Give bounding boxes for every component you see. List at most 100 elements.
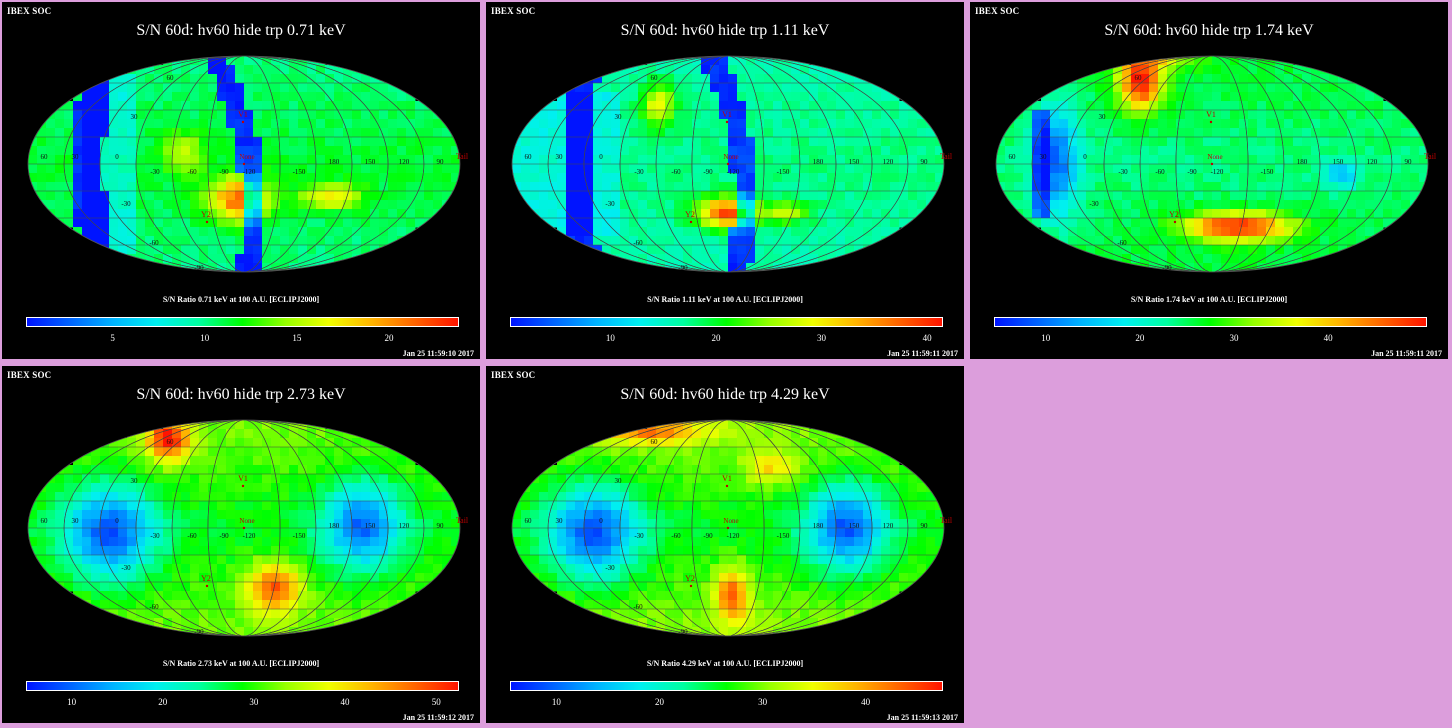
heatmap-cell: [190, 501, 200, 511]
heatmap-cell: [1257, 155, 1267, 165]
heatmap-cell: [728, 564, 738, 574]
panel-header-label: IBEX SOC: [7, 6, 52, 16]
heatmap-cell: [64, 510, 74, 520]
heatmap-cell: [136, 83, 146, 93]
heatmap-cell: [244, 465, 254, 475]
heatmap-cell: [674, 591, 684, 601]
heatmap-cell: [1194, 209, 1204, 219]
heatmap-cell: [737, 83, 747, 93]
heatmap-cell: [782, 56, 792, 66]
heatmap-cell: [298, 65, 308, 75]
heatmap-cell: [584, 182, 594, 192]
heatmap-cell: [818, 564, 828, 574]
heatmap-cell: [836, 438, 846, 448]
heatmap-cell: [163, 119, 173, 129]
heatmap-cell: [82, 155, 92, 165]
panel-header-label: IBEX SOC: [491, 370, 536, 380]
heatmap-cell: [521, 519, 531, 529]
heatmap-cell: [746, 56, 756, 66]
heatmap-cell: [235, 564, 245, 574]
heatmap-cell: [334, 438, 344, 448]
heatmap-cell: [442, 128, 452, 138]
heatmap-cell: [800, 537, 810, 547]
heatmap-cell: [1185, 101, 1195, 111]
heatmap-cell: [433, 573, 443, 583]
heatmap-cell: [611, 164, 621, 174]
heatmap-cell: [818, 245, 828, 255]
heatmap-cell: [352, 519, 362, 529]
heatmap-cell: [163, 182, 173, 192]
heatmap-cell: [154, 447, 164, 457]
heatmap-cell: [217, 537, 227, 547]
heatmap-cell: [575, 92, 585, 102]
heatmap-cell: [782, 236, 792, 246]
heatmap-cell: [199, 191, 209, 201]
heatmap-cell: [1293, 110, 1303, 120]
heatmap-cell: [190, 218, 200, 228]
heatmap-cell: [325, 510, 335, 520]
heatmap-cell: [1257, 236, 1267, 246]
heatmap-cell: [836, 510, 846, 520]
heatmap-cell: [1320, 218, 1330, 228]
heatmap-cell: [199, 582, 209, 592]
heatmap-cell: [1176, 200, 1186, 210]
heatmap-cell: [1194, 245, 1204, 255]
heatmap-cell: [1212, 101, 1222, 111]
heatmap-cell: [629, 146, 639, 156]
heatmap-cell: [1311, 83, 1321, 93]
heatmap-cell: [253, 65, 263, 75]
heatmap-cell: [217, 420, 227, 430]
heatmap-cell: [773, 564, 783, 574]
panel-title: S/N 60d: hv60 hide trp 1.74 keV: [1104, 22, 1314, 39]
heatmap-cell: [181, 182, 191, 192]
heatmap-cell: [728, 474, 738, 484]
heatmap-cell: [109, 483, 119, 493]
heatmap-cell: [145, 465, 155, 475]
heatmap-cell: [1023, 146, 1033, 156]
heatmap-cell: [656, 209, 666, 219]
heatmap-cell: [280, 110, 290, 120]
heatmap-cell: [557, 528, 567, 538]
heatmap-cell: [1113, 92, 1123, 102]
heatmap-cell: [271, 200, 281, 210]
heatmap-cell: [370, 564, 380, 574]
heatmap-cell: [307, 173, 317, 183]
heatmap-cell: [548, 101, 558, 111]
heatmap-cell: [424, 209, 434, 219]
heatmap-cell: [1293, 182, 1303, 192]
heatmap-cell: [424, 146, 434, 156]
heatmap-cell: [280, 164, 290, 174]
heatmap-cell: [827, 164, 837, 174]
heatmap-cell: [872, 465, 882, 475]
heatmap-cell: [82, 92, 92, 102]
heatmap-cell: [647, 164, 657, 174]
heatmap-cell: [629, 609, 639, 619]
heatmap-cell: [746, 101, 756, 111]
heatmap-cell: [746, 510, 756, 520]
heatmap-cell: [1293, 236, 1303, 246]
heatmap-cell: [1311, 245, 1321, 255]
heatmap-cell: [683, 546, 693, 556]
heatmap-cell: [1194, 164, 1204, 174]
heatmap-cell: [827, 101, 837, 111]
heatmap-cell: [190, 564, 200, 574]
heatmap-cell: [917, 200, 927, 210]
heatmap-cell: [307, 74, 317, 84]
heatmap-cell: [827, 137, 837, 147]
heatmap-cell: [118, 74, 128, 84]
heatmap-cell: [674, 456, 684, 466]
heatmap-cell: [280, 465, 290, 475]
heatmap-cell: [100, 537, 110, 547]
heatmap-cell: [719, 218, 729, 228]
heatmap-cell: [1293, 92, 1303, 102]
heatmap-cell: [692, 227, 702, 237]
heatmap-cells: [28, 56, 460, 272]
heatmap-cell: [325, 555, 335, 565]
heatmap-cell: [746, 155, 756, 165]
graticule-label: 30: [72, 517, 80, 525]
heatmap-cell: [325, 164, 335, 174]
heatmap-cell: [343, 74, 353, 84]
heatmap-cell: [656, 137, 666, 147]
heatmap-cell: [109, 456, 119, 466]
heatmap-cell: [872, 546, 882, 556]
